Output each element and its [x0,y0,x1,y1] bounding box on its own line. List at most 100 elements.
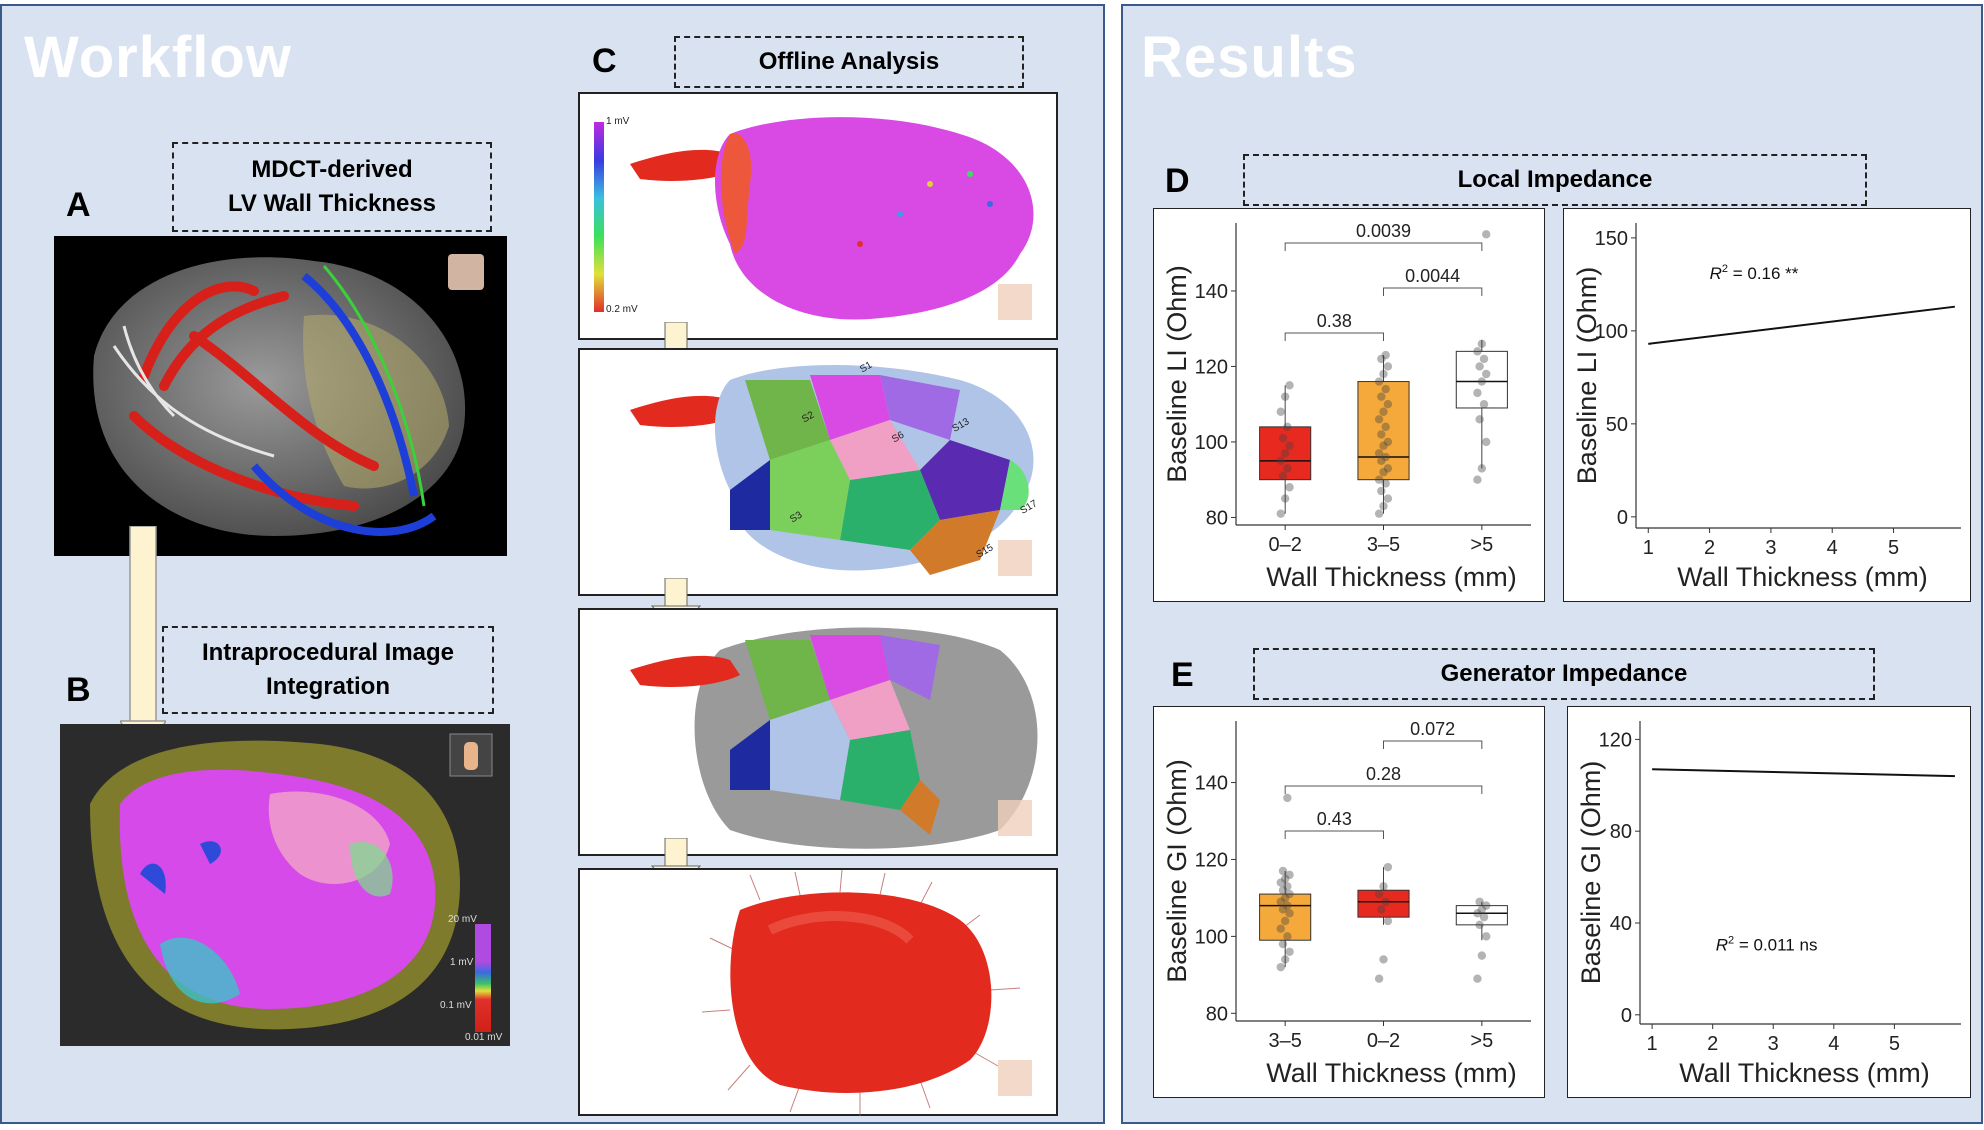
y-axis-label: Baseline GI (Ohm) [1576,761,1606,985]
data-point [1276,962,1285,972]
data-point [1374,509,1384,518]
panel-b-color-scale [475,924,491,1032]
data-point [1278,905,1288,914]
regression-line [1652,768,1955,778]
chart-d-box-container: 80 100 120 140 0–2 3–5 >5 Wall Thickness (mm) Ba… [1153,208,1545,602]
data-point [1473,909,1482,918]
data-point [1482,901,1491,910]
data-point [1477,377,1487,386]
data-point [1278,433,1288,443]
panel-a-title-line2: LV Wall Thickness [227,190,437,217]
panel-b-title-line1: Intraprocedural Image [201,639,455,667]
significance-bracket [1383,287,1483,296]
data-point [1475,415,1484,424]
y-tick-label: 50 [1606,414,1628,436]
workflow-panel: Workflow A MDCT-derived LV Wall Thicknes… [0,4,1105,1124]
data-point [1381,479,1390,488]
panel-c-catheter-points-map [578,868,1058,1116]
results-title: Results [1141,25,1358,90]
r-squared-annotation: R2 = 0.16 ** [1710,263,1799,283]
data-point [1379,441,1388,450]
data-point [1381,452,1390,462]
panel-a-letter: A [66,186,91,224]
data-point [1280,874,1290,883]
significance-bracket [1284,332,1384,341]
c1-scale-top: 1 mV [606,116,630,127]
panel-d-letter: D [1165,162,1190,200]
y-tick-label: 100 [1195,432,1228,454]
panel-c-letter: C [592,42,617,80]
panel-b-letter: B [66,671,91,709]
y-tick-label: 100 [1595,321,1628,343]
panel-c-bipolar-map: 1 mV 0.2 mV [578,92,1058,340]
y-tick-label: 0 [1621,1005,1632,1027]
data-point [1285,870,1294,880]
chart-d-regression: 0 50 100 150 1 2 3 4 5 Wall Thickness (mm) Baselin… [1572,223,1961,592]
y-axis-label: Baseline LI (Ohm) [1572,267,1602,485]
data-point [1475,920,1484,930]
x-axis-label: Wall Thickness (mm) [1679,1058,1930,1088]
box-1 [1357,381,1410,481]
data-point [1278,886,1288,895]
y-tick-label: 120 [1599,729,1632,751]
y-tick-label: 120 [1195,849,1228,871]
data-point [1285,909,1294,918]
data-point [1276,509,1285,518]
regression-line [1648,305,1955,345]
x-tick-label: 0–2 [1268,534,1301,556]
data-point [1374,449,1384,458]
data-point [1280,392,1290,401]
r-squared-annotation: R2 = 0.011 ns [1716,935,1818,955]
data-point [1285,441,1294,450]
box-2 [1455,350,1508,409]
data-point [1276,456,1285,466]
data-point [1473,974,1482,983]
panel-b-title-line2: Integration [265,673,390,700]
box-0 [1259,426,1312,481]
c4-points-render [701,869,1032,1116]
panel-d-title: Local Impedance [1457,166,1653,194]
significance-bracket [1383,740,1483,749]
data-point [1473,388,1482,398]
data-point [1383,464,1393,473]
data-point [1276,407,1285,416]
heart-ct-render [93,254,484,536]
data-point [1473,475,1482,484]
chart-e-box-container: 80 100 120 140 3–5 0–2 >5 Wall Thickness (mm) Ba… [1153,706,1545,1098]
x-axis-label: Wall Thickness (mm) [1266,562,1517,592]
data-point [1374,377,1384,386]
panel-c-segmented-map: S2 S6 S13 S17 S15 S3 S1 [578,348,1058,596]
data-point [1283,932,1292,941]
data-point [1477,339,1487,348]
data-point [1473,347,1482,356]
panel-a-ct-heart-image [54,236,507,556]
data-point [1283,882,1292,891]
data-point [1280,916,1290,926]
data-point [1377,354,1386,364]
data-point [1280,494,1290,503]
data-point [1276,924,1285,933]
workflow-title: Workflow [24,25,292,90]
data-point [1482,932,1491,941]
panel-b-title-box: Intraprocedural Image Integration [162,626,494,714]
panel-c-title-box: Offline Analysis [674,36,1024,88]
data-point [1479,354,1489,364]
data-point [1379,467,1388,477]
significance-bracket [1284,785,1483,794]
x-tick-label: 1 [1643,537,1654,559]
panel-c-wall-thickness-map [578,608,1058,856]
data-point [1278,939,1288,949]
data-point [1482,230,1491,239]
y-tick-label: 100 [1195,926,1228,948]
data-point [1283,793,1292,803]
y-tick-label: 80 [1610,821,1632,843]
x-tick-label: >5 [1470,534,1493,556]
chart-e-regression: 0 40 80 120 1 2 3 4 5 Wall Thickness (mm) Baseline… [1576,721,1961,1088]
panel-c-title: Offline Analysis [758,48,940,76]
x-tick-label: 2 [1707,1033,1718,1055]
data-point [1374,889,1384,899]
panel-e-letter: E [1171,656,1194,694]
data-point [1383,916,1393,926]
data-point [1477,951,1487,960]
data-point [1381,350,1390,360]
